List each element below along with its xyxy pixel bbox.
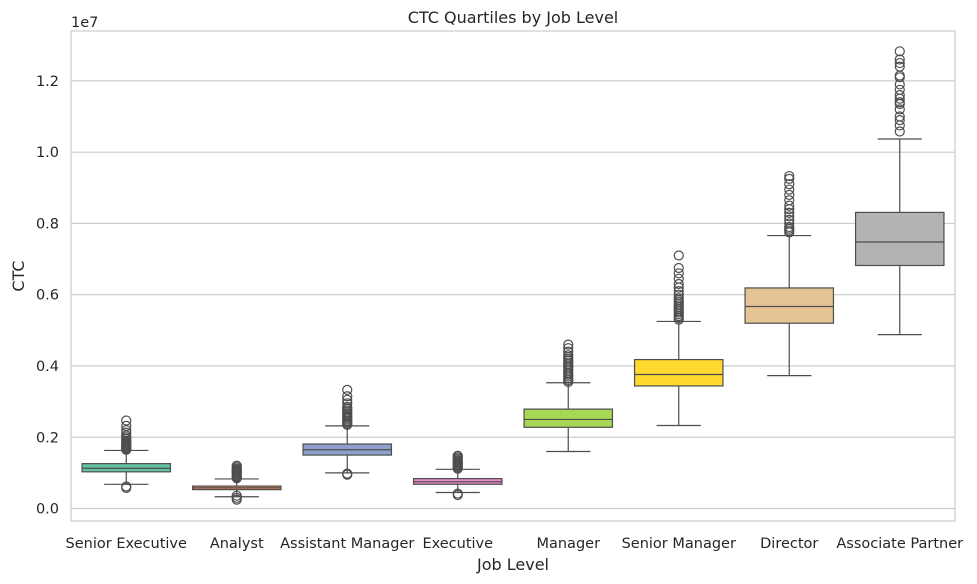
outlier-point bbox=[121, 425, 132, 436]
box-director bbox=[744, 170, 835, 377]
iqr-box bbox=[633, 358, 724, 387]
outlier-point bbox=[563, 346, 574, 357]
x-tick-label: Executive bbox=[422, 536, 493, 552]
iqr-box bbox=[523, 408, 614, 428]
outlier-point bbox=[894, 114, 905, 126]
box-assistant-manager bbox=[302, 384, 393, 480]
outlier-point bbox=[231, 490, 242, 501]
x-tick-label: Associate Partner bbox=[836, 536, 963, 552]
outlier-point bbox=[563, 350, 574, 361]
x-tick-label: Analyst bbox=[210, 536, 264, 552]
outlier-point bbox=[673, 262, 684, 274]
plot-frame bbox=[70, 30, 956, 522]
x-axis-label: Job Level bbox=[476, 555, 549, 574]
y-tick-label: 0.0 bbox=[36, 502, 59, 518]
outlier-point bbox=[784, 214, 795, 225]
outlier-point bbox=[121, 430, 132, 441]
outlier-point bbox=[894, 90, 905, 101]
outlier-point bbox=[673, 268, 684, 279]
box-analyst bbox=[191, 460, 282, 505]
outlier-point bbox=[894, 84, 905, 95]
outlier-point bbox=[673, 278, 684, 290]
outlier-point bbox=[342, 401, 353, 413]
box-series bbox=[81, 46, 945, 505]
outlier-point bbox=[673, 289, 684, 300]
outlier-point bbox=[673, 273, 684, 284]
outlier-point bbox=[342, 391, 353, 402]
outlier-point bbox=[784, 189, 795, 201]
chart-title: CTC Quartiles by Job Level bbox=[408, 8, 619, 27]
outlier-point bbox=[121, 481, 132, 492]
iqr-box bbox=[744, 287, 835, 324]
x-tick-label: Manager bbox=[536, 536, 600, 552]
outlier-point bbox=[121, 420, 132, 431]
outlier-point bbox=[784, 170, 795, 182]
outlier-point bbox=[894, 104, 905, 115]
outlier-point bbox=[342, 384, 353, 395]
outlier-point bbox=[894, 54, 905, 65]
box-senior-manager bbox=[633, 250, 724, 427]
outlier-point bbox=[342, 398, 353, 409]
y-axis-label: CTC bbox=[9, 260, 28, 291]
box-executive bbox=[412, 450, 503, 501]
x-tick-label: Assistant Manager bbox=[280, 536, 414, 552]
outlier-point bbox=[894, 126, 905, 137]
x-tick-label: Senior Manager bbox=[622, 536, 736, 552]
outlier-point bbox=[563, 343, 574, 354]
outlier-point bbox=[784, 218, 795, 229]
y-tick-label: 1.2 bbox=[36, 74, 59, 90]
y-tick-label: 0.2 bbox=[36, 430, 59, 446]
outlier-point bbox=[784, 195, 795, 206]
y-tick-labels: 0.0 0.2 0.4 0.6 0.8 1.0 1.2 bbox=[36, 74, 59, 518]
gridlines bbox=[71, 80, 955, 510]
y-tick-label: 0.8 bbox=[36, 216, 59, 232]
outlier-point bbox=[784, 184, 795, 195]
y-tick-label: 1.0 bbox=[36, 145, 59, 161]
x-tick-label: Director bbox=[760, 536, 818, 552]
y-tick-label: 0.6 bbox=[36, 288, 59, 304]
y-tick-label: 0.4 bbox=[36, 359, 59, 375]
box-senior-executive bbox=[81, 415, 172, 493]
outlier-point bbox=[894, 46, 905, 57]
outlier-point bbox=[784, 207, 795, 218]
outlier-point bbox=[784, 211, 795, 222]
iqr-box bbox=[854, 211, 945, 267]
outlier-point bbox=[784, 173, 795, 184]
y-offset-label: 1e7 bbox=[71, 15, 98, 31]
outlier-point bbox=[894, 61, 905, 72]
box-associate-partner bbox=[854, 46, 945, 336]
outlier-point bbox=[673, 286, 684, 297]
outlier-point bbox=[784, 179, 795, 190]
outlier-point bbox=[342, 394, 353, 405]
outlier-point bbox=[894, 111, 905, 122]
outlier-point bbox=[894, 120, 905, 131]
outlier-point bbox=[342, 468, 353, 479]
outlier-point bbox=[894, 97, 905, 108]
outlier-point bbox=[452, 488, 463, 499]
outlier-point bbox=[673, 293, 684, 304]
outlier-point bbox=[784, 200, 795, 211]
outlier-point bbox=[894, 57, 905, 69]
outlier-point bbox=[121, 415, 132, 426]
outlier-point bbox=[673, 250, 684, 261]
x-tick-label: Senior Executive bbox=[66, 536, 187, 552]
outlier-point bbox=[563, 339, 574, 350]
outlier-point bbox=[452, 450, 463, 461]
outlier-point bbox=[121, 427, 132, 438]
outlier-point bbox=[784, 221, 795, 233]
outlier-point bbox=[231, 460, 242, 471]
box-manager bbox=[523, 339, 614, 453]
x-tick-labels: Senior Executive Analyst Assistant Manager… bbox=[66, 536, 964, 552]
